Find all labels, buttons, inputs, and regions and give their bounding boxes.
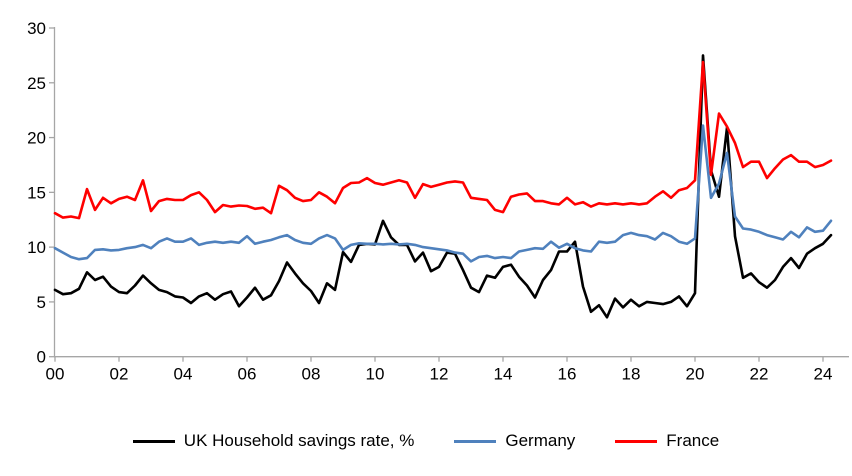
y-tick-label: 5 <box>37 293 46 312</box>
legend-item-germany: Germany <box>454 431 575 451</box>
uk-line-swatch-icon <box>132 439 175 443</box>
y-tick-label: 25 <box>27 74 46 93</box>
x-tick-label: 10 <box>366 365 385 384</box>
y-tick-label: 30 <box>27 19 46 38</box>
x-tick-label: 20 <box>686 365 705 384</box>
x-tick-label: 16 <box>558 365 577 384</box>
x-tick-label: 06 <box>238 365 257 384</box>
y-tick-label: 10 <box>27 238 46 257</box>
france-line-swatch-icon <box>615 439 658 443</box>
y-tick-label: 15 <box>27 183 46 202</box>
line-chart-plot: 0 5 10 15 20 25 30 00 02 04 06 08 10 12 14 16 18 20 22 24 <box>27 19 849 384</box>
series-line-1 <box>53 124 833 263</box>
x-tick-label: 12 <box>430 365 449 384</box>
x-tick-label: 02 <box>110 365 129 384</box>
x-tick-label: 18 <box>622 365 641 384</box>
x-tick-label: 24 <box>814 365 833 384</box>
germany-line-swatch-icon <box>454 439 497 443</box>
x-tick-label: 04 <box>174 365 193 384</box>
legend: UK Household savings rate, % Germany Fra… <box>0 428 852 454</box>
x-tick-label: 00 <box>46 365 65 384</box>
legend-label-uk: UK Household savings rate, % <box>183 431 415 450</box>
y-tick-label: 20 <box>27 129 46 148</box>
legend-item-uk: UK Household savings rate, % <box>132 431 415 451</box>
series-line-0 <box>53 54 833 319</box>
legend-label-germany: Germany <box>505 431 576 450</box>
x-tick-label: 22 <box>750 365 769 384</box>
x-tick-label: 08 <box>302 365 321 384</box>
y-tick-label: 0 <box>37 348 46 367</box>
legend-item-france: France <box>615 431 719 451</box>
legend-label-france: France <box>666 431 720 450</box>
series-line-2 <box>53 60 833 220</box>
x-tick-label: 14 <box>494 365 513 384</box>
